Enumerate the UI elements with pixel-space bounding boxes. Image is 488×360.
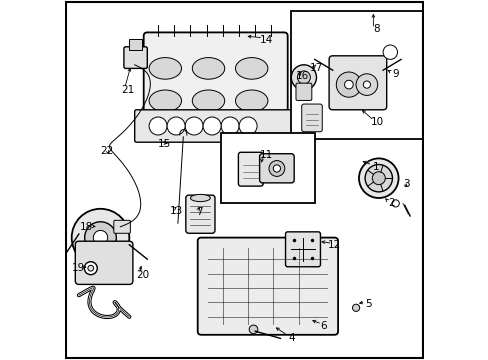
FancyBboxPatch shape xyxy=(238,152,263,186)
Text: 15: 15 xyxy=(158,139,171,149)
Text: 4: 4 xyxy=(287,333,294,343)
Text: 12: 12 xyxy=(327,240,341,250)
Circle shape xyxy=(344,80,352,89)
FancyBboxPatch shape xyxy=(197,238,337,335)
Text: 7: 7 xyxy=(196,207,203,217)
Text: 11: 11 xyxy=(259,150,272,160)
FancyBboxPatch shape xyxy=(129,39,141,50)
FancyBboxPatch shape xyxy=(285,232,320,267)
Circle shape xyxy=(363,81,370,88)
Circle shape xyxy=(358,158,398,198)
FancyBboxPatch shape xyxy=(259,154,294,183)
Text: 16: 16 xyxy=(295,71,308,81)
Circle shape xyxy=(88,265,94,271)
Circle shape xyxy=(149,117,167,135)
Ellipse shape xyxy=(382,45,397,59)
Text: 20: 20 xyxy=(136,270,149,280)
FancyBboxPatch shape xyxy=(328,56,386,110)
Bar xyxy=(221,133,314,203)
Circle shape xyxy=(167,117,185,135)
Text: 6: 6 xyxy=(320,321,326,331)
Text: 19: 19 xyxy=(72,263,85,273)
FancyBboxPatch shape xyxy=(123,47,147,68)
Circle shape xyxy=(249,325,257,334)
Circle shape xyxy=(355,74,377,95)
Ellipse shape xyxy=(190,194,210,202)
Text: 8: 8 xyxy=(373,24,380,34)
Ellipse shape xyxy=(192,58,224,79)
FancyBboxPatch shape xyxy=(75,241,133,284)
Circle shape xyxy=(268,161,284,176)
Text: 13: 13 xyxy=(169,206,183,216)
Circle shape xyxy=(84,222,116,253)
Circle shape xyxy=(203,117,221,135)
Circle shape xyxy=(391,200,399,207)
FancyBboxPatch shape xyxy=(143,32,287,119)
Ellipse shape xyxy=(235,58,267,79)
Circle shape xyxy=(365,165,392,192)
Circle shape xyxy=(93,230,107,245)
Circle shape xyxy=(239,117,257,135)
Circle shape xyxy=(371,172,385,185)
FancyBboxPatch shape xyxy=(134,110,296,142)
Text: 22: 22 xyxy=(100,146,113,156)
FancyBboxPatch shape xyxy=(185,195,215,233)
Circle shape xyxy=(72,209,129,266)
Text: 9: 9 xyxy=(391,69,398,79)
Circle shape xyxy=(297,71,310,84)
FancyBboxPatch shape xyxy=(114,220,130,233)
Text: 17: 17 xyxy=(309,63,323,73)
Text: 2: 2 xyxy=(387,198,394,208)
FancyBboxPatch shape xyxy=(301,104,322,132)
Text: 21: 21 xyxy=(121,85,134,95)
Text: 3: 3 xyxy=(403,179,409,189)
Ellipse shape xyxy=(192,90,224,112)
Text: 10: 10 xyxy=(370,117,384,127)
Circle shape xyxy=(185,117,203,135)
Circle shape xyxy=(273,165,280,172)
Circle shape xyxy=(352,304,359,311)
Bar xyxy=(291,11,422,139)
Circle shape xyxy=(336,72,361,97)
Ellipse shape xyxy=(149,90,181,112)
Ellipse shape xyxy=(149,58,181,79)
Circle shape xyxy=(221,117,239,135)
Circle shape xyxy=(291,65,316,90)
Text: 18: 18 xyxy=(80,222,93,232)
Text: 14: 14 xyxy=(259,35,272,45)
Ellipse shape xyxy=(235,90,267,112)
FancyBboxPatch shape xyxy=(295,83,311,100)
Text: 1: 1 xyxy=(372,162,378,172)
Text: 5: 5 xyxy=(365,299,371,309)
Circle shape xyxy=(84,262,97,275)
